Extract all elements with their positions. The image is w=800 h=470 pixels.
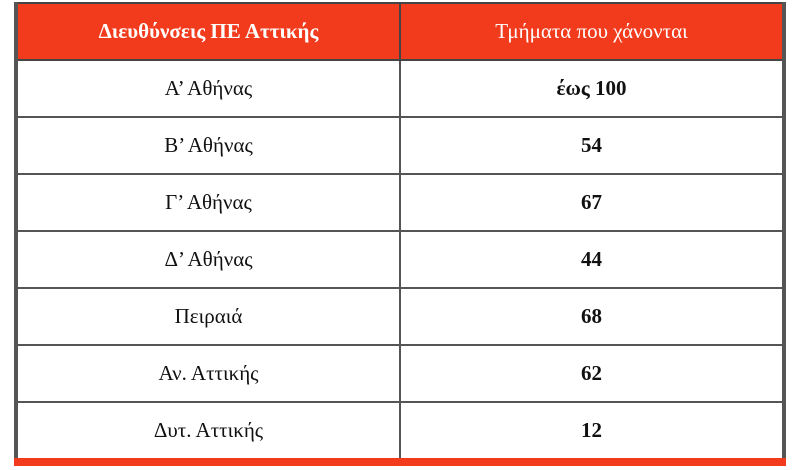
table-row: Β’ Αθήνας 54 xyxy=(14,116,786,175)
count-cell: 67 xyxy=(399,173,786,232)
table-head: Διευθύνσεις ΠΕ Αττικής Τμήματα που χάνοντ… xyxy=(14,2,786,61)
region-cell: Α’ Αθήνας xyxy=(14,59,401,118)
count-cell: έως 100 xyxy=(399,59,786,118)
table-row: Α’ Αθήνας έως 100 xyxy=(14,59,786,118)
region-cell: Γ’ Αθήνας xyxy=(14,173,401,232)
count-cell: 12 xyxy=(399,401,786,460)
table-row: Γ’ Αθήνας 67 xyxy=(14,173,786,232)
header-cell: Τμήματα που χάνονται xyxy=(399,2,786,61)
table-row: Δ’ Αθήνας 44 xyxy=(14,230,786,289)
count-cell: 62 xyxy=(399,344,786,403)
region-cell: Β’ Αθήνας xyxy=(14,116,401,175)
count-cell: 44 xyxy=(399,230,786,289)
table: Διευθύνσεις ΠΕ Αττικής Τμήματα που χάνοντ… xyxy=(14,2,786,460)
region-cell: Δ’ Αθήνας xyxy=(14,230,401,289)
header-row: Διευθύνσεις ΠΕ Αττικής Τμήματα που χάνοντ… xyxy=(14,2,786,61)
count-cell: 54 xyxy=(399,116,786,175)
region-cell: Δυτ. Αττικής xyxy=(14,401,401,460)
table-body: Α’ Αθήνας έως 100 Β’ Αθήνας 54 Γ’ Αθήνας 67 Δ’… xyxy=(14,59,786,460)
header-cell: Διευθύνσεις ΠΕ Αττικής xyxy=(14,2,401,61)
table-row: Αν. Αττικής 62 xyxy=(14,344,786,403)
count-cell: 68 xyxy=(399,287,786,346)
region-cell: Πειραιά xyxy=(14,287,401,346)
table-container: Διευθύνσεις ΠΕ Αττικής Τμήματα που χάνοντ… xyxy=(14,2,786,460)
table-row: Πειραιά 68 xyxy=(14,287,786,346)
bottom-bar xyxy=(14,458,786,466)
table-row: Δυτ. Αττικής 12 xyxy=(14,401,786,460)
region-cell: Αν. Αττικής xyxy=(14,344,401,403)
